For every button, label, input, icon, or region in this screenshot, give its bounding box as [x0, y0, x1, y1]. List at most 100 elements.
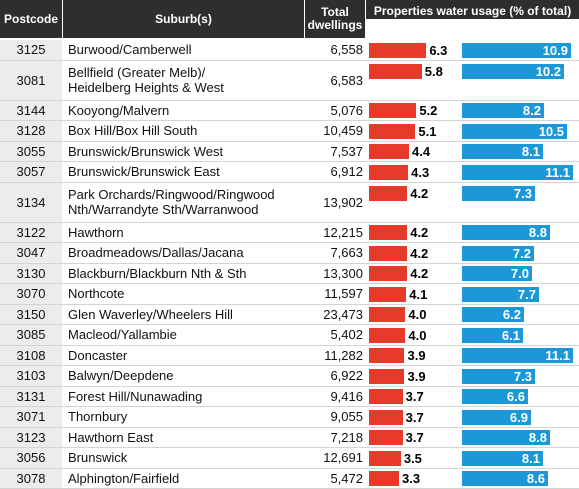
no-water-bar [369, 286, 407, 302]
suburb: Broadmeadows/Dallas/Jacana [68, 245, 244, 261]
no-water-bar [369, 123, 416, 139]
postcode: 3144 [0, 100, 62, 120]
no-water-bar [369, 409, 403, 425]
postcode: 3150 [0, 304, 62, 324]
suburb: Forest Hill/Nunawading [68, 388, 203, 404]
table-row: 3128 Box Hill/Box Hill South 10,459 5.1 10.5 [0, 121, 579, 142]
table-row: 3123 Hawthorn East 7,218 3.7 8.8 [0, 427, 579, 448]
dwellings: 6,583 [330, 72, 363, 88]
table-row: 3078 Alphington/Fairfield 5,472 3.3 8.6 [0, 468, 579, 489]
header-suburb: Suburb(s) [63, 0, 304, 38]
suburb: Bellfield (Greater Melb)/ Heidelberg Hei… [68, 65, 224, 95]
postcode: 3056 [0, 448, 62, 468]
no-water-bar [369, 348, 405, 364]
postcode: 3055 [0, 141, 62, 161]
table-row: 3070 Northcote 11,597 4.1 7.7 [0, 284, 579, 305]
no-water-bar [369, 164, 409, 180]
no-water-label: 4.0 [408, 327, 427, 343]
dwellings: 5,402 [330, 327, 363, 343]
postcode: 3071 [0, 407, 62, 427]
suburb: Brunswick/Brunswick East [68, 164, 220, 180]
table-row: 3085 Macleod/Yallambie 5,402 4.0 6.1 [0, 325, 579, 346]
no-water-label: 4.4 [412, 144, 431, 160]
suburb: Hawthorn East [68, 429, 154, 445]
no-water-label: 4.0 [408, 307, 427, 323]
postcode: 3108 [0, 345, 62, 365]
no-water-label: 4.1 [409, 286, 428, 302]
dwellings: 5,076 [330, 102, 363, 118]
table-row: 3125 Burwood/Camberwell 6,558 6.3 10.9 [0, 40, 579, 61]
low-usage-bar: 8.8 [462, 430, 550, 446]
no-water-label: 4.2 [410, 266, 429, 282]
dwellings: 9,416 [330, 388, 363, 404]
suburb: Burwood/Camberwell [68, 42, 192, 58]
no-water-label: 3.7 [405, 430, 424, 446]
dwellings: 12,691 [323, 450, 363, 466]
dwellings: 6,912 [330, 164, 363, 180]
table-row: 3122 Hawthorn 12,215 4.2 8.8 [0, 222, 579, 243]
no-water-bar [369, 307, 406, 323]
dwellings: 7,218 [330, 429, 363, 445]
table-row: 3055 Brunswick/Brunswick West 7,537 4.4 8.1 [0, 141, 579, 162]
low-usage-bar: 11.1 [462, 348, 573, 364]
no-water-label: 4.3 [411, 164, 430, 180]
no-water-label: 4.2 [410, 225, 429, 241]
no-water-label: 3.9 [407, 368, 426, 384]
low-usage-bar: 10.5 [462, 123, 567, 139]
suburb: Thornbury [68, 409, 128, 425]
dwellings: 7,663 [330, 245, 363, 261]
low-usage-bar: 7.2 [462, 245, 534, 261]
dwellings: 6,558 [330, 42, 363, 58]
suburb: Park Orchards/Ringwood/Ringwood Nth/Warr… [68, 187, 275, 217]
dwellings: 10,459 [323, 123, 363, 139]
table-row: 3144 Kooyong/Malvern 5,076 5.2 8.2 [0, 100, 579, 121]
header-no-water: No water [386, 21, 438, 35]
header-dwellings: Total dwellings [305, 0, 365, 38]
dwellings: 13,902 [323, 194, 363, 210]
no-water-bar [369, 225, 408, 241]
low-usage-bar: 8.1 [462, 144, 543, 160]
low-usage-bar: 8.1 [462, 450, 543, 466]
low-usage-bar: 7.0 [462, 266, 532, 282]
low-usage-bar: 6.2 [462, 307, 524, 323]
low-usage-bar: 8.6 [462, 471, 548, 487]
dwellings: 9,055 [330, 409, 363, 425]
dwellings: 11,597 [324, 286, 363, 302]
table-row: 3056 Brunswick 12,691 3.5 8.1 [0, 448, 579, 469]
postcode: 3131 [0, 386, 62, 406]
no-water-bar [369, 430, 403, 446]
no-water-label: 4.2 [410, 185, 429, 201]
table-row: 3081 Bellfield (Greater Melb)/ Heidelberg… [0, 60, 579, 101]
dwellings: 6,922 [330, 368, 363, 384]
suburb: Box Hill/Box Hill South [68, 123, 198, 139]
low-usage-bar: 6.9 [462, 409, 531, 425]
no-water-label: 3.3 [402, 471, 421, 487]
suburb: Blackburn/Blackburn Nth & Sth [68, 265, 247, 281]
table-row: 3131 Forest Hill/Nunawading 9,416 3.7 6.6 [0, 386, 579, 407]
low-usage-bar: 10.2 [462, 63, 564, 79]
dwellings: 11,282 [324, 347, 363, 363]
suburb: Macleod/Yallambie [68, 327, 177, 343]
table-row: 3108 Doncaster 11,282 3.9 11.1 [0, 345, 579, 366]
table-row: 3071 Thornbury 9,055 3.7 6.9 [0, 407, 579, 428]
low-usage-bar: 7.3 [462, 368, 535, 384]
no-water-bar [369, 144, 410, 160]
table-row: 3150 Glen Waverley/Wheelers Hill 23,473 4.0… [0, 304, 579, 325]
suburb: Doncaster [68, 347, 128, 363]
postcode: 3070 [0, 284, 62, 304]
dwellings: 5,472 [330, 470, 363, 486]
no-water-label: 4.2 [410, 245, 429, 261]
no-water-bar [369, 389, 403, 405]
no-water-bar [369, 471, 400, 487]
suburb: Glen Waverley/Wheelers Hill [68, 306, 233, 322]
no-water-label: 3.5 [403, 450, 422, 466]
postcode: 3122 [0, 222, 62, 242]
table-row: 3057 Brunswick/Brunswick East 6,912 4.3 11.1 [0, 162, 579, 183]
no-water-label: 3.7 [405, 389, 424, 405]
suburb: Brunswick/Brunswick West [68, 143, 224, 159]
suburb: Northcote [68, 286, 125, 302]
postcode: 3128 [0, 121, 62, 141]
header-usage: Properties water usage (% of total) [366, 0, 579, 19]
suburb: Brunswick [68, 450, 128, 466]
